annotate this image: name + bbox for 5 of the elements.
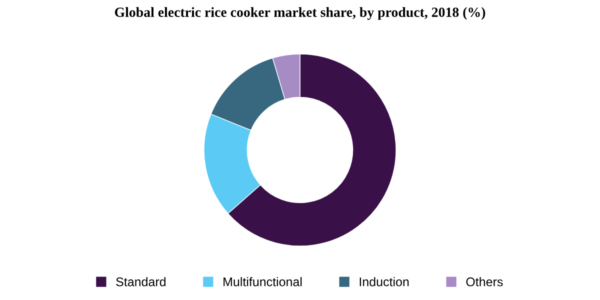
legend-label: Others (466, 277, 503, 286)
legend-label: Standard (116, 277, 166, 286)
chart-title: Global electric rice cooker market share, by product, 2018 (%) (114, 7, 486, 20)
legend-label: Induction (360, 277, 409, 286)
legend-label: Multifunctional (224, 277, 302, 286)
